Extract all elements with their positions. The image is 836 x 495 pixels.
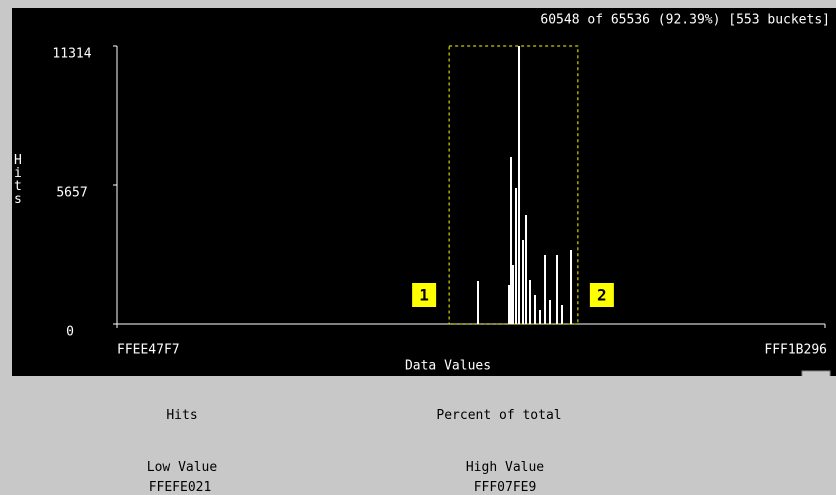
percent-label: Percent of total [436,408,562,423]
low-value: FFEFE021 [148,480,212,495]
high-value: FFF07FE9 [473,480,537,495]
x-tick-label: FFF1B296 [764,343,827,358]
marker-flag [589,283,614,307]
info-panel: Hits Percent of total Low Value High Val… [0,376,836,495]
y-tick-label: 5657 [56,186,87,201]
y-tick-label: 11314 [52,47,91,62]
summary: 60548 of 65536 (92.39%) [553 buckets] [540,13,830,28]
x-tick-label: FFEE47F7 [117,343,180,358]
hits-label: Hits [166,408,198,423]
x-axis-label: Data Values [405,359,491,374]
chart: 60548 of 65536 (92.39%) [553 buckets] Da… [12,8,836,376]
marker-flag [412,283,437,307]
low-label: Low Value [146,460,218,475]
y-tick-label: 0 [66,325,74,340]
high-label: High Value [465,460,545,475]
plot-background [12,8,836,376]
marker-range [448,45,579,325]
marker-label: 2 [597,286,607,305]
scroll-thumb[interactable] [801,370,831,376]
marker-label: 1 [419,286,429,305]
